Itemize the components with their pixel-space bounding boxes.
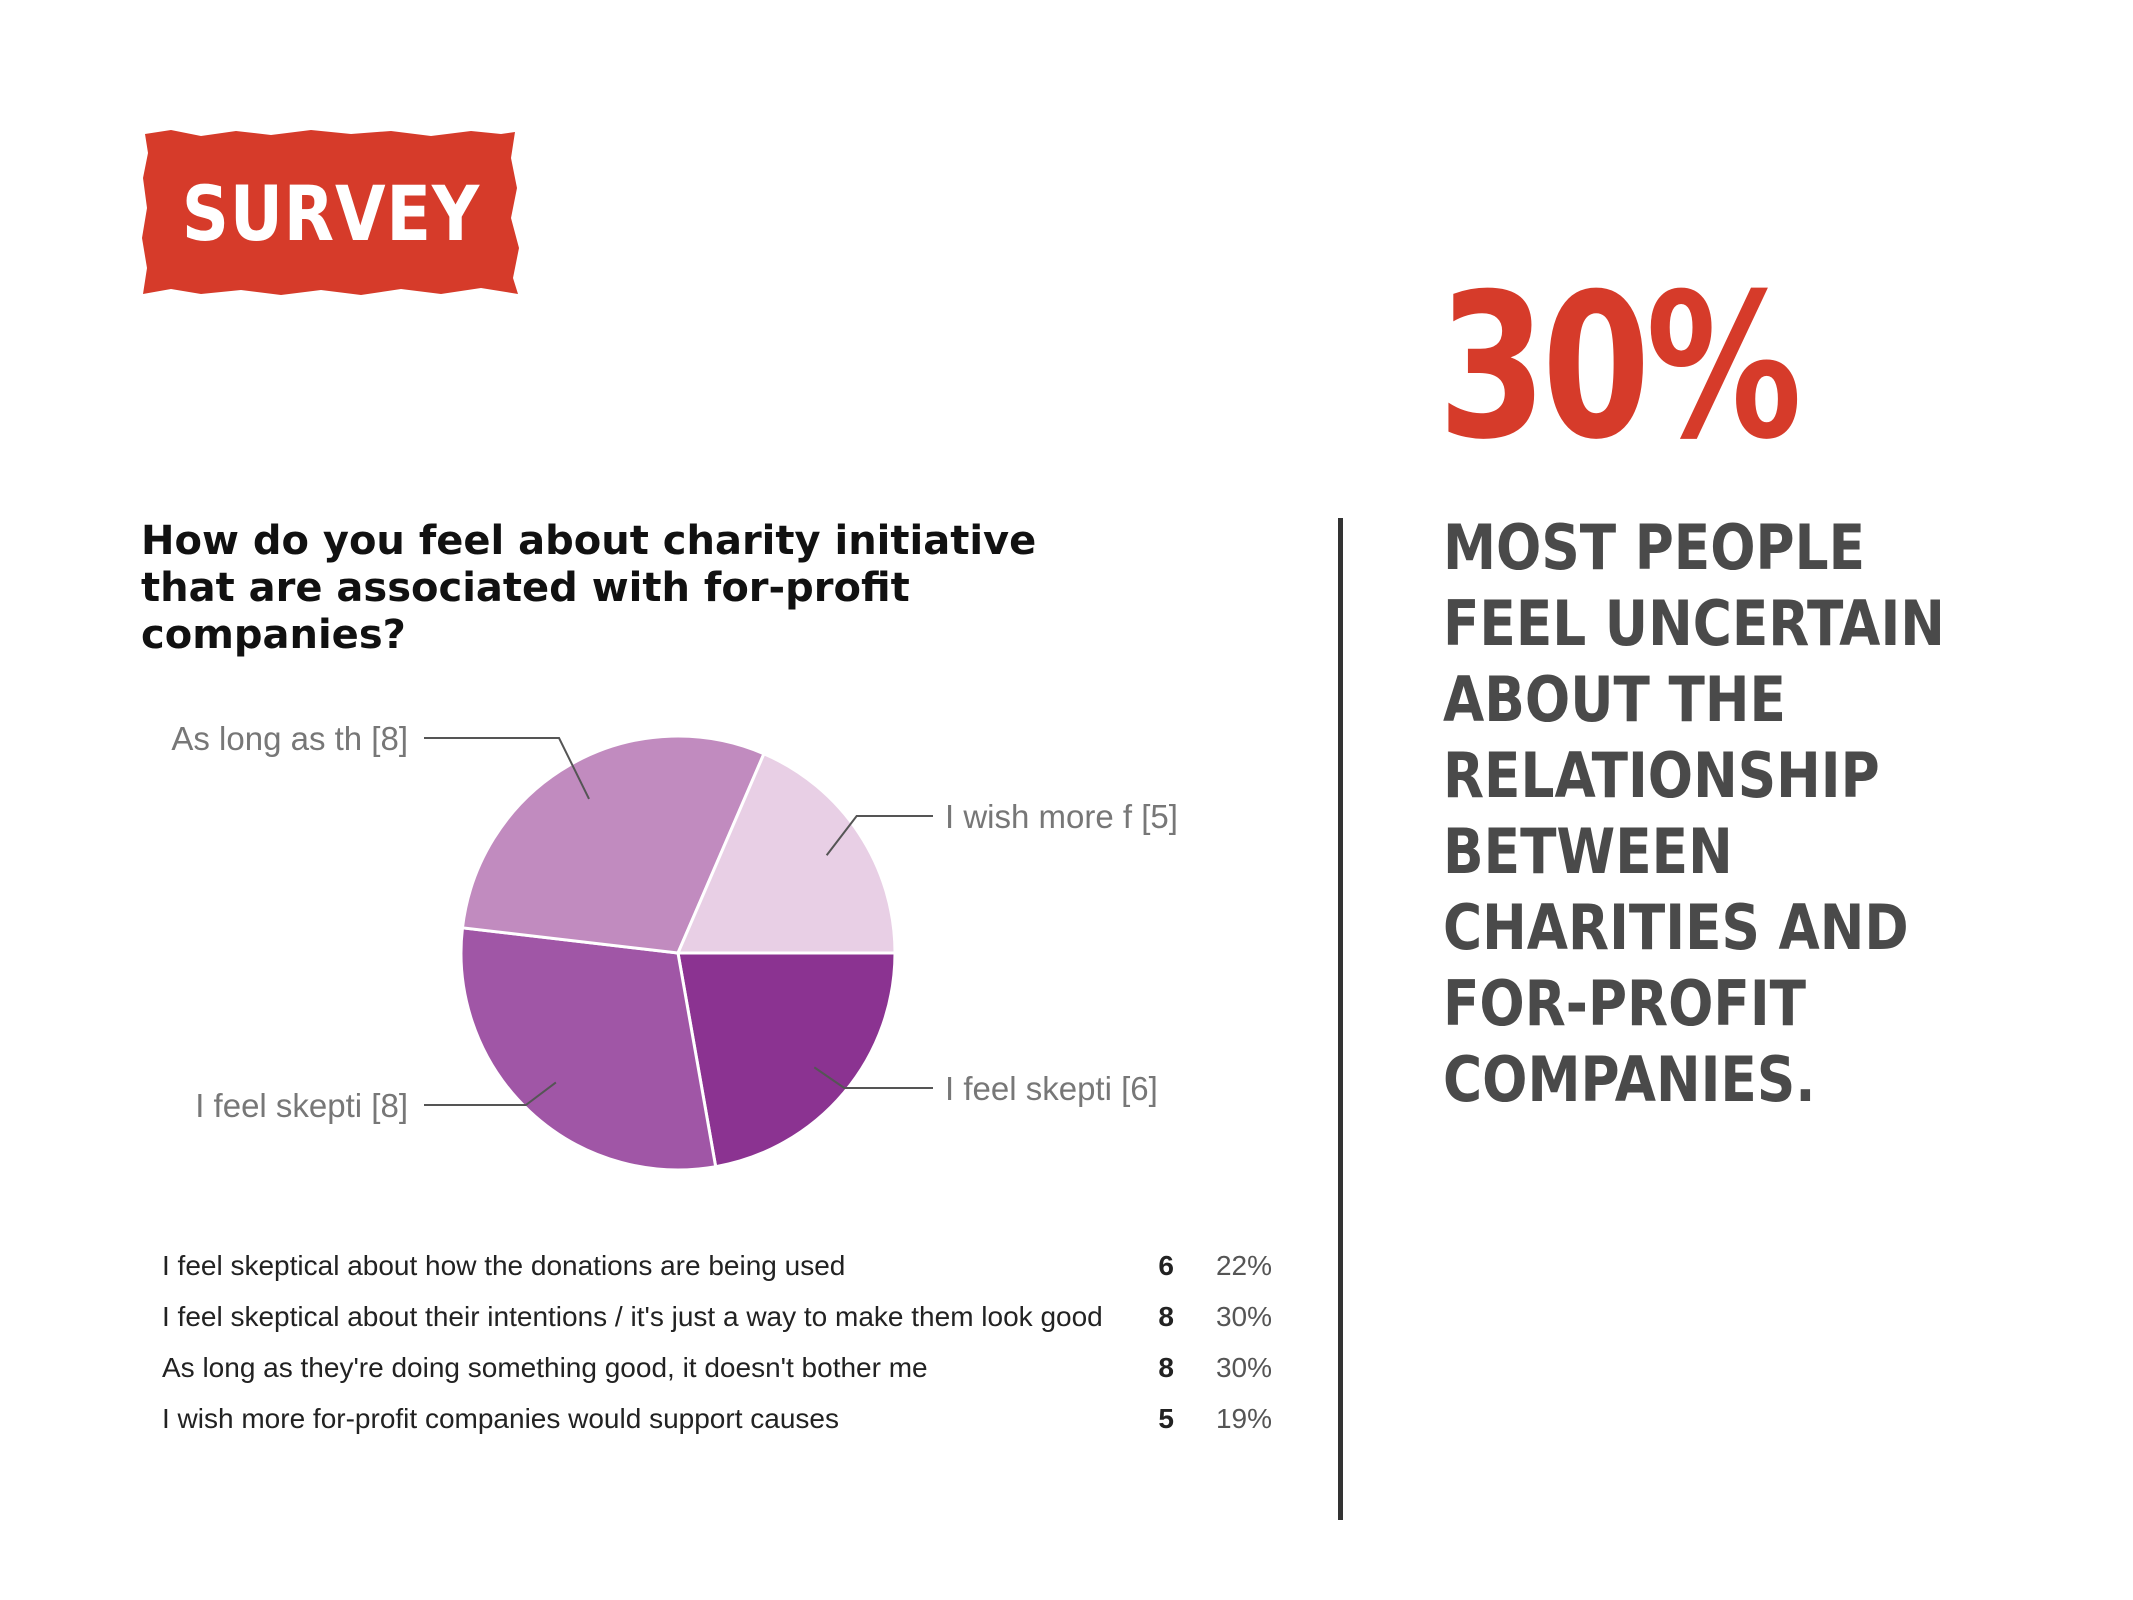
legend-count: 6 — [1158, 1249, 1174, 1281]
legend-count: 8 — [1158, 1300, 1174, 1332]
legend-row: I wish more for-profit companies would s… — [162, 1393, 1272, 1444]
legend-count: 5 — [1158, 1402, 1174, 1434]
slice-label: As long as th [8] — [171, 720, 408, 757]
legend-row: I feel skeptical about their intentions … — [162, 1291, 1272, 1342]
slice-label: I wish more f [5] — [945, 798, 1178, 835]
legend-percent: 30% — [1215, 1351, 1272, 1383]
highlight-stat: 30% — [1438, 251, 1802, 484]
pie-slice — [460, 734, 766, 955]
legend-row: I feel skeptical about how the donations… — [162, 1240, 1272, 1291]
slice-label: I feel skepti [8] — [195, 1087, 408, 1124]
highlight-text: MOST PEOPLE FEEL UNCERTAIN ABOUT THE REL… — [1443, 511, 1945, 1116]
pie-slice — [675, 751, 897, 955]
survey-question: How do you feel about charity initiative… — [141, 518, 1037, 658]
badge-background — [142, 130, 519, 295]
survey-badge: SURVEY — [141, 128, 521, 298]
pie-slice — [459, 926, 718, 1172]
legend-label: I feel skeptical about how the donations… — [162, 1249, 846, 1281]
legend-count: 8 — [1158, 1351, 1174, 1383]
pie-chart: I feel skepti [6] I feel skepti [8] As lon… — [171, 720, 1178, 1172]
legend-percent: 19% — [1215, 1402, 1272, 1434]
leader-line — [813, 1066, 933, 1089]
pie-slice — [676, 951, 897, 1169]
leader-line — [825, 815, 933, 856]
legend-label: I feel skeptical about their intentions … — [162, 1300, 1103, 1332]
torn-paper-shape — [142, 130, 519, 295]
vertical-divider — [1338, 518, 1343, 1520]
leader-line — [424, 1081, 557, 1106]
legend-label: As long as they're doing something good,… — [162, 1351, 928, 1383]
survey-label: SURVEY — [181, 168, 481, 258]
slice-label: I feel skepti [6] — [945, 1070, 1158, 1107]
legend-percent: 30% — [1215, 1300, 1272, 1332]
legend-row: As long as they're doing something good,… — [162, 1342, 1272, 1393]
legend-label: I wish more for-profit companies would s… — [162, 1402, 839, 1434]
legend-table: I feel skeptical about how the donations… — [162, 1240, 1272, 1444]
legend-percent: 22% — [1215, 1249, 1272, 1281]
leader-line — [424, 737, 590, 800]
